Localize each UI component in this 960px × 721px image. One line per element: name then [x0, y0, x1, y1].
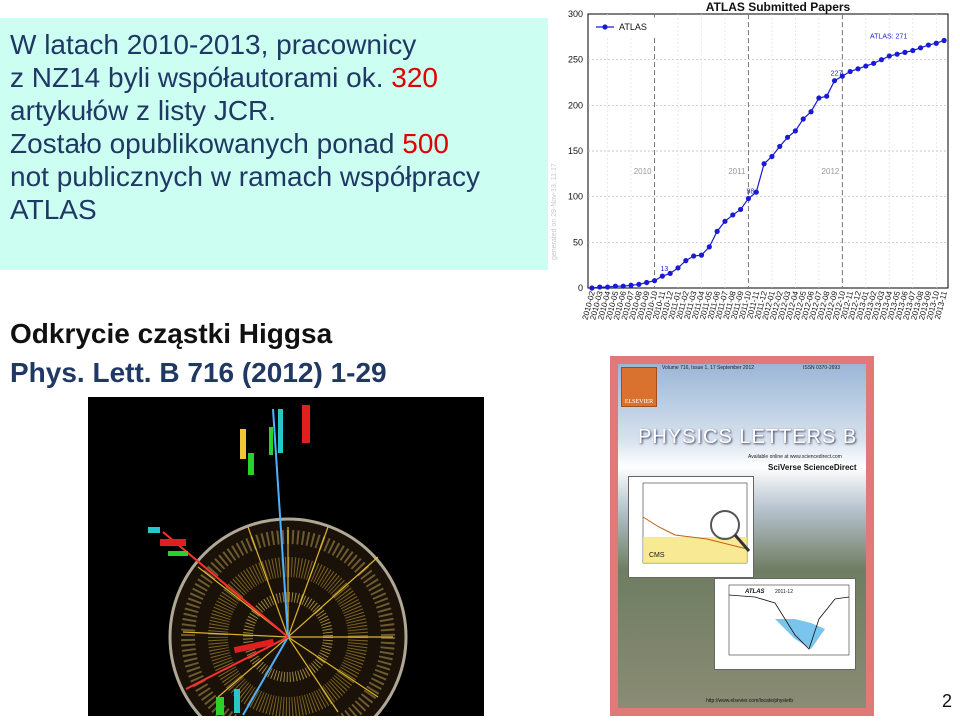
data-point [808, 109, 814, 115]
higgs-title: Odkrycie cząstki Higgsa [10, 318, 333, 349]
data-point [698, 252, 705, 258]
atlas-inset-label: ATLAS [744, 589, 765, 595]
data-point [847, 68, 853, 75]
legend-box [591, 17, 657, 37]
data-point [636, 281, 642, 287]
info-line: W latach 2010-2013, pracownicy [10, 29, 417, 60]
chart-title: ATLAS Submitted Papers [706, 0, 851, 14]
chart-watermark: generated on 29-Nov-13, 11:17 [551, 163, 558, 260]
data-annotation: 13 [660, 266, 668, 273]
note-count: 500 [402, 128, 449, 159]
cover-online-text: Available online at www.sciencedirect.co… [748, 454, 842, 460]
cover-photo: ELSEVIER Volume 716, Issue 1, 17 Septemb… [618, 364, 866, 708]
data-point [753, 189, 759, 195]
info-line: z NZ14 byli współautorami ok. 320 [10, 62, 438, 93]
elsevier-logo-icon: ELSEVIER [621, 367, 657, 407]
event-display-graphic [88, 397, 484, 721]
cms-label: CMS [649, 552, 665, 559]
data-point [683, 258, 689, 264]
sciverse-logo: SciVerse ScienceDirect [768, 463, 857, 472]
data-point [738, 206, 744, 213]
data-point [761, 161, 767, 167]
data-point [792, 128, 798, 134]
data-point [597, 284, 603, 290]
cover-volume: Volume 716, Issue 1, 17 September 2012 [662, 365, 755, 371]
info-line: Zostało opublikowanych ponad 500 [10, 128, 449, 159]
data-point [941, 37, 947, 44]
higgs-reference: Phys. Lett. B 716 (2012) 1-29 [10, 357, 387, 388]
publisher-label: ELSEVIER [624, 399, 654, 405]
y-tick-label: 300 [568, 9, 583, 19]
data-point [855, 66, 861, 72]
data-point [871, 60, 877, 66]
data-point [730, 212, 736, 218]
data-point [706, 244, 712, 250]
data-point [659, 273, 665, 279]
data-point [784, 134, 791, 140]
data-point [644, 279, 650, 286]
data-point [886, 53, 892, 59]
series-line [591, 39, 945, 289]
data-point [691, 253, 697, 259]
data-annotation: 227 [831, 71, 843, 78]
data-point [925, 42, 932, 48]
collision-event-image [88, 397, 484, 721]
legend-label: ATLAS [619, 22, 647, 32]
data-point [878, 57, 885, 63]
y-tick-label: 100 [568, 192, 583, 202]
year-label: 2012 [822, 167, 840, 176]
data-point [604, 284, 611, 290]
data-annotation: 98 [747, 188, 755, 195]
atlas-papers-chart: ATLAS Submitted Papers generated on 29-No… [548, 0, 960, 330]
cover-url: http://www.elsevier.com/locate/physletb [706, 698, 793, 704]
chart-svg: ATLAS Submitted Papers generated on 29-No… [551, 0, 949, 321]
data-point [589, 285, 595, 291]
data-point [894, 51, 900, 57]
year-label: 2010 [634, 167, 652, 176]
data-point [769, 153, 775, 160]
info-line: not publicznych w ramach współpracy [10, 161, 480, 192]
data-point [933, 40, 939, 46]
legend-marker [602, 24, 608, 30]
year-label: 2011 [728, 167, 746, 176]
data-point [910, 47, 916, 54]
y-tick-label: 50 [573, 237, 583, 247]
data-point [722, 218, 728, 224]
y-tick-label: 150 [568, 146, 583, 156]
info-textbox: W latach 2010-2013, pracownicy z NZ14 by… [0, 18, 548, 270]
slide-number: 2 [941, 691, 952, 711]
data-point [824, 93, 830, 99]
y-tick-label: 200 [568, 100, 583, 110]
journal-cover: ELSEVIER Volume 716, Issue 1, 17 Septemb… [610, 356, 874, 716]
atlas-inset-period: 2011-12 [775, 589, 793, 595]
journal-title: PHYSICS LETTERS B [638, 426, 858, 448]
data-point [918, 45, 924, 51]
data-point [667, 270, 673, 276]
data-point [620, 283, 626, 289]
data-point [675, 265, 681, 271]
data-point [831, 78, 838, 84]
cover-issn: ISSN 0370-2693 [803, 365, 840, 371]
data-point [612, 283, 618, 289]
data-point [777, 143, 783, 150]
paper-count: 320 [391, 62, 438, 93]
info-line: ATLAS [10, 194, 97, 225]
y-tick-label: 0 [578, 283, 583, 293]
cms-plot-inset: CMS [628, 476, 754, 578]
data-point [800, 116, 806, 122]
data-annotation: ATLAS: 271 [870, 33, 907, 40]
y-tick-label: 250 [568, 55, 583, 65]
data-point [745, 195, 752, 202]
data-point [863, 63, 869, 69]
atlas-plot-inset: ATLAS 2011-12 [714, 578, 856, 670]
data-point [902, 49, 908, 55]
data-point [816, 95, 822, 101]
data-point [839, 73, 845, 79]
data-point [651, 278, 658, 284]
data-point [714, 228, 720, 234]
data-point [628, 282, 634, 288]
info-line: artykułów z listy JCR. [10, 95, 277, 126]
